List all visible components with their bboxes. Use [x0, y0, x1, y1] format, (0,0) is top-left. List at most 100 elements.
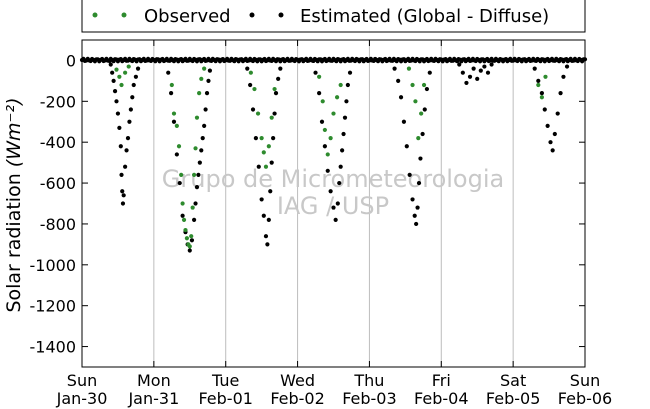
data-point-estimated [485, 70, 491, 75]
y-tick-label: -600 [40, 174, 76, 193]
data-point-estimated [561, 74, 566, 79]
data-point-estimated [276, 76, 281, 81]
x-tick-label-day: Sat [500, 371, 526, 390]
x-axis: SunJan-30MonJan-31TueFeb-01WedFeb-02ThuF… [56, 40, 612, 408]
legend-box [81, 0, 586, 33]
data-point-estimated [199, 148, 204, 153]
data-point-observed [191, 172, 197, 177]
data-point-estimated [337, 180, 342, 186]
data-point-estimated [558, 91, 563, 96]
data-point-observed [197, 91, 202, 96]
data-point-estimated [110, 70, 115, 75]
data-point-estimated [189, 238, 195, 243]
y-tick-label: -1200 [30, 297, 77, 316]
data-point-estimated [328, 189, 333, 194]
x-tick-label-date: Jan-30 [56, 389, 108, 408]
data-point-estimated [120, 201, 126, 206]
data-point-estimated [420, 131, 425, 137]
data-point-estimated [550, 148, 555, 153]
data-point-estimated [108, 62, 113, 67]
data-point-observed [179, 172, 184, 177]
data-point-observed [317, 74, 322, 79]
data-point-estimated [471, 66, 476, 71]
data-point-observed [272, 86, 277, 92]
x-tick-label-day: Sun [67, 371, 97, 390]
data-point-estimated [203, 107, 208, 112]
y-axis-title: Solar radiation (Wm⁻²) [3, 97, 25, 312]
data-point-estimated [341, 131, 346, 137]
y-tick-label: -1000 [30, 256, 77, 275]
data-point-observed [416, 136, 421, 141]
data-point-estimated [319, 119, 325, 124]
data-point-observed [539, 95, 544, 100]
legend-estimated-label: Estimated (Global - Diffuse) [300, 6, 549, 27]
y-axis: 0 -200 -400 -600 -800 -1000 -1200 -1400 [30, 51, 585, 357]
data-point-estimated [271, 136, 276, 141]
series-estimated [79, 56, 588, 253]
data-point-estimated [335, 201, 340, 206]
data-point-estimated [130, 95, 135, 100]
data-point-observed [169, 82, 174, 88]
data-point-estimated [489, 62, 494, 67]
data-point-estimated [552, 131, 557, 137]
x-tick-label-day: Thu [353, 371, 384, 390]
data-point-estimated [112, 88, 118, 94]
y-tick-label: 0 [66, 51, 76, 70]
data-point-estimated [119, 172, 124, 177]
data-point-estimated [313, 70, 318, 75]
data-point-estimated [123, 164, 128, 169]
data-point-observed [176, 144, 182, 149]
data-point-observed [259, 136, 264, 141]
data-point-observed [320, 99, 325, 104]
data-point-observed [202, 66, 207, 71]
data-point-observed [117, 74, 122, 79]
data-point-estimated [111, 78, 116, 83]
data-point-estimated [401, 119, 407, 124]
data-point-estimated [273, 91, 279, 96]
data-point-estimated [317, 91, 322, 96]
data-point-observed [543, 74, 548, 79]
y-axis-title-unit: (Wm⁻²) [3, 97, 25, 167]
gridlines [153, 40, 514, 367]
x-tick-label-date: Feb-04 [414, 389, 468, 408]
data-point-observed [123, 70, 128, 75]
legend-observed-marker [92, 12, 98, 18]
data-point-estimated [200, 136, 205, 141]
data-point-estimated [204, 91, 210, 96]
data-point-observed [419, 111, 424, 116]
data-point-estimated [133, 74, 138, 79]
data-point-estimated [404, 144, 409, 149]
plot-background [82, 40, 585, 367]
data-point-estimated [261, 213, 266, 218]
data-point-observed [266, 144, 271, 149]
data-point-observed [269, 115, 274, 120]
data-point-estimated [266, 217, 271, 222]
series-observed [114, 64, 548, 249]
data-point-observed [181, 217, 187, 222]
x-tick-label-date: Feb-06 [558, 389, 612, 408]
data-point-observed [171, 111, 177, 116]
data-point-observed [183, 227, 188, 233]
data-point-estimated [564, 64, 570, 69]
data-point-estimated [407, 172, 412, 177]
data-point-estimated [177, 180, 182, 186]
x-tick-label-date: Feb-01 [198, 389, 252, 408]
data-point-estimated [392, 66, 397, 71]
data-point-observed [119, 82, 124, 88]
data-point-estimated [396, 78, 401, 83]
data-point-estimated [125, 136, 131, 141]
data-point-observed [114, 67, 119, 72]
data-point-observed [180, 201, 185, 206]
data-point-estimated [467, 74, 473, 79]
data-point-observed [322, 127, 327, 133]
data-point-estimated [539, 91, 544, 96]
data-point-estimated [180, 213, 185, 218]
data-point-estimated [345, 82, 350, 88]
data-point-estimated [245, 66, 250, 71]
data-point-observed [194, 115, 200, 120]
data-point-observed [174, 123, 179, 128]
data-point-observed [536, 82, 541, 88]
data-point-observed [328, 136, 333, 141]
data-point-estimated [398, 95, 404, 100]
